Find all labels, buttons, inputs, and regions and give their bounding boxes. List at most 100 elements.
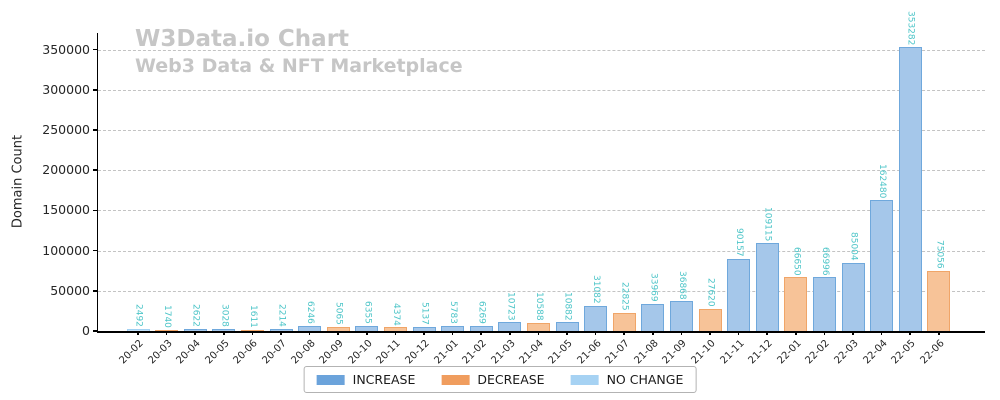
legend-label-decrease: DECREASE	[477, 372, 545, 387]
x-tick-mark	[337, 331, 339, 335]
bar-increase	[469, 325, 493, 331]
y-tick-label: 250000	[42, 122, 90, 137]
y-tick-mark	[93, 89, 97, 91]
y-gridline	[97, 290, 985, 292]
bar-value-label: 75056	[934, 240, 945, 269]
bar-value-label: 6269	[476, 301, 487, 324]
y-gridline	[97, 210, 985, 212]
bar-value-label: 36868	[676, 270, 687, 300]
y-axis-line	[96, 33, 98, 331]
bar-value-label: 22825	[619, 282, 630, 311]
x-tick-mark	[823, 331, 826, 335]
bar-increase	[555, 322, 579, 331]
y-tick-mark	[93, 330, 97, 332]
x-tick-mark	[280, 331, 282, 335]
legend-item-no-change: NO CHANGE	[570, 372, 684, 387]
legend-item-increase: INCREASE	[316, 372, 416, 387]
bar-value-label: 6355	[362, 300, 373, 324]
x-tick-mark	[652, 331, 654, 335]
y-tick-mark	[93, 249, 97, 252]
chart-subtitle: Web3 Data & NFT Marketplace	[135, 55, 463, 77]
y-gridline	[97, 250, 985, 252]
no-change-swatch-icon	[570, 374, 599, 385]
x-tick-mark	[223, 331, 225, 335]
x-tick-mark	[394, 331, 397, 335]
x-tick-mark	[795, 331, 797, 335]
bar-value-label: 10723	[505, 291, 516, 321]
x-tick-mark	[251, 331, 254, 335]
legend-label-increase: INCREASE	[352, 372, 416, 387]
y-tick-mark	[93, 48, 97, 51]
x-tick-mark	[766, 331, 768, 335]
bar-value-label: 5783	[448, 301, 459, 325]
bar-value-label: 353282	[905, 10, 916, 45]
bar-increase	[898, 46, 922, 331]
bar-increase	[298, 325, 322, 331]
bar-value-label: 2214	[276, 304, 287, 328]
bar-value-label: 1611	[247, 304, 258, 328]
bar-increase	[870, 200, 894, 331]
bar-decrease	[698, 308, 722, 331]
bar-value-label: 10882	[562, 291, 573, 321]
y-tick-mark	[93, 290, 97, 292]
x-tick-mark	[909, 331, 911, 335]
x-tick-mark	[680, 331, 683, 335]
bar-decrease	[155, 329, 179, 331]
y-tick-mark	[93, 209, 97, 212]
x-tick-mark	[709, 331, 711, 335]
x-tick-mark	[366, 331, 368, 335]
x-axis-line	[96, 331, 985, 333]
bar-increase	[212, 328, 236, 331]
x-tick-mark	[194, 331, 196, 335]
y-gridline	[97, 49, 985, 51]
bar-decrease	[240, 329, 264, 331]
bar-increase	[755, 243, 779, 331]
bar-decrease	[326, 326, 350, 331]
bar-value-label: 66996	[819, 246, 830, 276]
y-tick-label: 200000	[42, 162, 90, 178]
bar-increase	[727, 258, 751, 331]
x-tick-mark	[737, 331, 740, 335]
legend: INCREASE DECREASE NO CHANGE	[303, 366, 697, 393]
x-tick-mark	[308, 331, 311, 335]
decrease-swatch-icon	[441, 374, 470, 385]
bar-no_change	[126, 329, 150, 331]
x-tick-mark	[623, 331, 625, 335]
y-tick-label: 100000	[42, 242, 90, 258]
bar-decrease	[927, 270, 951, 331]
y-tick-label: 300000	[42, 81, 90, 97]
bar-value-label: 31082	[591, 275, 602, 305]
bar-value-label: 6246	[305, 301, 316, 324]
y-gridline	[97, 89, 985, 91]
y-tick-label: 0	[82, 323, 90, 338]
bar-value-label: 10588	[533, 291, 544, 321]
legend-label-no-change: NO CHANGE	[606, 372, 684, 387]
bar-value-label: 5065	[333, 302, 344, 325]
bar-decrease	[784, 277, 808, 331]
x-tick-mark	[852, 331, 854, 335]
x-tick-mark	[165, 331, 168, 335]
bar-increase	[812, 277, 836, 331]
bar-increase	[441, 326, 465, 331]
bar-value-label: 162480	[877, 164, 888, 199]
y-tick-mark	[93, 169, 97, 171]
bar-value-label: 5137	[419, 301, 430, 325]
bar-increase	[669, 301, 693, 331]
bar-value-label: 90157	[734, 227, 745, 257]
bar-decrease	[383, 327, 407, 331]
x-tick-mark	[594, 331, 597, 335]
y-tick-mark	[93, 129, 97, 131]
x-tick-mark	[137, 331, 139, 335]
x-tick-mark	[423, 331, 425, 335]
bar-value-label: 2622	[190, 304, 201, 327]
chart-title: W3Data.io Chart	[135, 26, 350, 52]
bar-value-label: 2492	[133, 304, 144, 327]
bar-increase	[584, 306, 608, 331]
bar-increase	[183, 328, 207, 331]
x-tick-mark	[451, 331, 454, 335]
bar-decrease	[526, 322, 550, 331]
bar-value-label: 66650	[791, 246, 802, 276]
y-tick-label: 150000	[42, 202, 90, 218]
y-gridline	[97, 170, 985, 172]
